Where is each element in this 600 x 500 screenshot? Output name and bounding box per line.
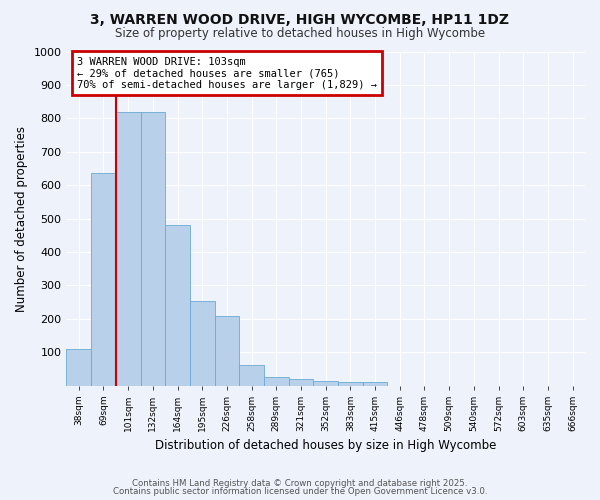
Bar <box>215 316 239 386</box>
Bar <box>140 112 165 386</box>
Bar <box>190 300 215 386</box>
Bar <box>313 380 338 386</box>
Text: Size of property relative to detached houses in High Wycombe: Size of property relative to detached ho… <box>115 28 485 40</box>
Bar <box>67 349 91 386</box>
Bar <box>264 376 289 386</box>
Text: 3, WARREN WOOD DRIVE, HIGH WYCOMBE, HP11 1DZ: 3, WARREN WOOD DRIVE, HIGH WYCOMBE, HP11… <box>91 12 509 26</box>
Bar <box>338 382 363 386</box>
Bar <box>165 226 190 386</box>
Y-axis label: Number of detached properties: Number of detached properties <box>15 126 28 312</box>
Text: Contains HM Land Registry data © Crown copyright and database right 2025.: Contains HM Land Registry data © Crown c… <box>132 478 468 488</box>
X-axis label: Distribution of detached houses by size in High Wycombe: Distribution of detached houses by size … <box>155 440 496 452</box>
Bar <box>289 379 313 386</box>
Bar <box>116 112 140 386</box>
Bar <box>363 382 388 386</box>
Bar <box>239 364 264 386</box>
Bar <box>91 172 116 386</box>
Text: Contains public sector information licensed under the Open Government Licence v3: Contains public sector information licen… <box>113 487 487 496</box>
Text: 3 WARREN WOOD DRIVE: 103sqm
← 29% of detached houses are smaller (765)
70% of se: 3 WARREN WOOD DRIVE: 103sqm ← 29% of det… <box>77 56 377 90</box>
